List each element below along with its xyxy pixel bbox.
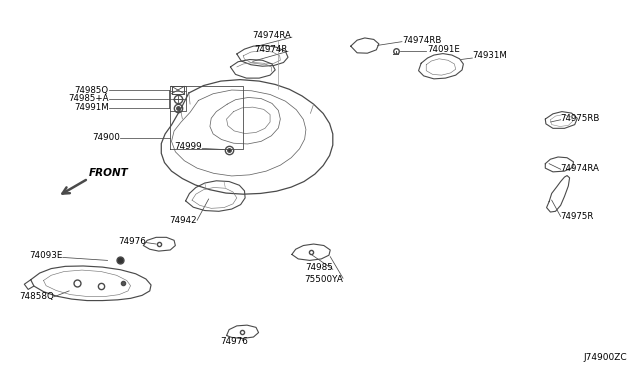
Text: 74858Q: 74858Q: [19, 292, 54, 301]
Text: J74900ZC: J74900ZC: [584, 353, 627, 362]
Text: 74942: 74942: [170, 216, 197, 225]
Text: FRONT: FRONT: [88, 169, 128, 178]
Text: 74974R: 74974R: [255, 45, 288, 54]
Text: 74991M: 74991M: [74, 103, 109, 112]
Text: 74093E: 74093E: [29, 251, 63, 260]
Text: 74985: 74985: [305, 263, 333, 272]
Text: 74974RB: 74974RB: [402, 36, 442, 45]
Text: 74974RA: 74974RA: [252, 31, 291, 40]
Text: 74974RA: 74974RA: [561, 164, 600, 173]
Text: 75500YA: 75500YA: [304, 275, 343, 284]
Text: 74976: 74976: [220, 337, 248, 346]
Text: 74975RB: 74975RB: [561, 114, 600, 123]
Text: 74976: 74976: [118, 237, 146, 246]
Text: 74900: 74900: [92, 133, 120, 142]
Text: 74985Q: 74985Q: [75, 86, 109, 94]
Text: 74091E: 74091E: [428, 45, 460, 54]
Text: 74985+A: 74985+A: [68, 94, 109, 103]
Text: 74999: 74999: [174, 142, 202, 151]
Text: 74931M: 74931M: [472, 51, 507, 60]
Text: 74975R: 74975R: [561, 212, 594, 221]
